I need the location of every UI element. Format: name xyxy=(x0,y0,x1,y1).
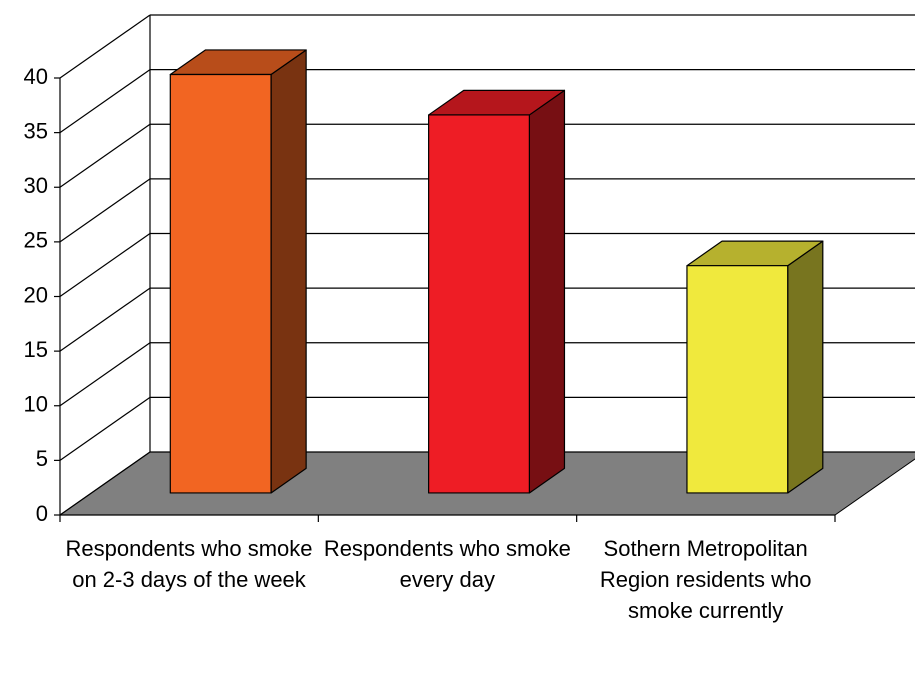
bar xyxy=(686,240,824,494)
x-tick-label: Respondents who smoke every day xyxy=(323,536,571,592)
y-tick-label: 15 xyxy=(24,337,48,362)
grid-line xyxy=(59,287,151,352)
bar-front xyxy=(169,73,272,494)
bar xyxy=(169,49,307,494)
y-tick-label: 25 xyxy=(24,228,48,253)
grid-line xyxy=(59,14,151,79)
grid-line xyxy=(59,396,151,461)
bar-side xyxy=(787,240,824,494)
y-tick-label: 35 xyxy=(24,118,48,143)
bar-side xyxy=(528,89,566,494)
y-tick-label: 5 xyxy=(36,446,48,471)
grid-line xyxy=(59,178,151,243)
grid-line xyxy=(59,342,151,407)
bar-front xyxy=(686,265,789,494)
y-tick-label: 20 xyxy=(24,282,48,307)
grid-line xyxy=(59,69,151,134)
y-tick-label: 10 xyxy=(24,392,48,417)
grid-line xyxy=(59,451,151,516)
bar xyxy=(428,89,566,494)
grid-line xyxy=(59,233,151,297)
grid-line xyxy=(59,123,151,188)
bar-side xyxy=(270,49,307,494)
x-tick-label: Sothern Metropolitan Region residents wh… xyxy=(599,536,812,623)
y-tick-label: 30 xyxy=(24,173,48,198)
x-tick-label: Respondents who smoke on 2-3 days of the… xyxy=(65,536,313,592)
bar-front xyxy=(428,114,530,494)
y-tick-label: 40 xyxy=(24,64,48,89)
y-tick-label: 0 xyxy=(36,501,48,526)
